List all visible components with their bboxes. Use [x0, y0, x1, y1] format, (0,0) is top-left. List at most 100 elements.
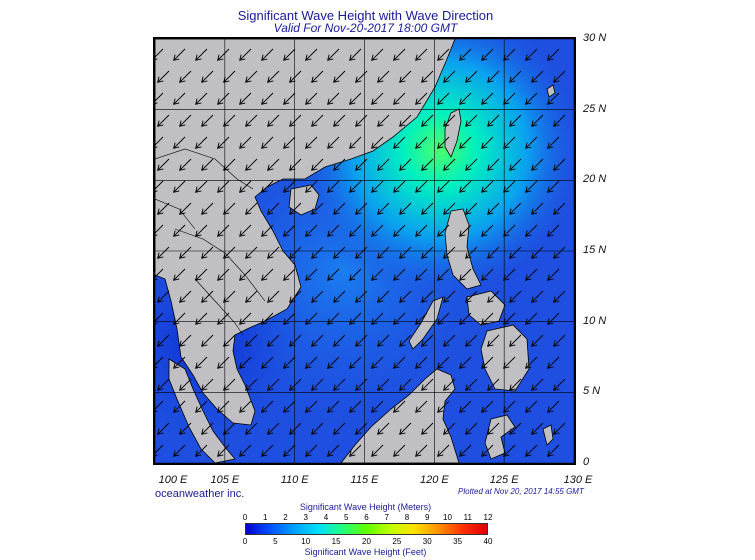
wave-arrow — [531, 158, 544, 171]
wave-arrow — [157, 202, 170, 215]
wave-arrow — [349, 400, 362, 413]
wave-arrow — [349, 136, 362, 149]
wave-arrow — [503, 400, 516, 413]
wave-arrow — [393, 444, 406, 457]
longitude-label: 110 E — [280, 474, 309, 486]
wave-arrow — [327, 268, 340, 281]
wave-arrow — [195, 224, 208, 237]
wave-arrow — [393, 268, 406, 281]
wave-arrow — [261, 136, 274, 149]
wave-arrow — [157, 70, 170, 83]
wave-arrow — [525, 48, 538, 61]
wave-arrow — [377, 422, 390, 435]
wave-arrow — [261, 400, 274, 413]
wave-arrow — [173, 92, 186, 105]
wave-arrow — [553, 378, 566, 391]
wave-arrow — [421, 246, 434, 259]
wave-arrow — [349, 180, 362, 193]
feet-tick: 25 — [392, 537, 402, 546]
wave-arrow — [371, 268, 384, 281]
wave-arrow — [349, 312, 362, 325]
wave-arrow — [503, 356, 516, 369]
wave-arrow — [443, 290, 456, 303]
meter-tick: 9 — [425, 513, 430, 522]
wave-arrow — [195, 312, 208, 325]
wave-arrow — [371, 92, 384, 105]
wave-arrow — [465, 158, 478, 171]
meter-tick: 11 — [463, 513, 472, 522]
wave-arrow — [217, 48, 230, 61]
wave-arrow — [531, 422, 544, 435]
wave-arrow — [459, 224, 472, 237]
wave-arrow — [289, 202, 302, 215]
map-canvas — [155, 39, 574, 463]
wave-height-colorbar — [245, 523, 488, 535]
wave-arrow — [311, 114, 324, 127]
wave-arrow — [531, 378, 544, 391]
wave-arrow — [399, 422, 412, 435]
wave-arrow — [377, 290, 390, 303]
wave-arrow — [245, 114, 258, 127]
wave-arrow — [503, 444, 516, 457]
latitude-label: 20 N — [583, 173, 607, 186]
longitude-label: 100 E — [158, 474, 188, 486]
feet-tick: 30 — [422, 537, 432, 546]
wave-arrow — [531, 202, 544, 215]
wave-arrow — [531, 70, 544, 83]
wave-arrow — [311, 246, 324, 259]
wave-arrow — [245, 290, 258, 303]
wave-arrow — [399, 158, 412, 171]
wave-arrow — [223, 70, 236, 83]
wave-arrow — [305, 312, 318, 325]
wave-arrow — [509, 422, 522, 435]
wave-arrow — [553, 114, 566, 127]
wave-arrow — [245, 70, 258, 83]
wave-arrow — [239, 92, 252, 105]
wave-arrow — [201, 422, 214, 435]
wave-arrow — [547, 400, 560, 413]
wave-arrow — [371, 400, 384, 413]
wave-arrow — [509, 246, 522, 259]
wave-arrow — [399, 70, 412, 83]
wave-arrow — [267, 114, 280, 127]
wave-arrow — [173, 180, 186, 193]
wave-arrow — [531, 246, 544, 259]
wave-arrow — [195, 180, 208, 193]
wave-arrow — [327, 224, 340, 237]
wave-arrow — [327, 48, 340, 61]
wave-arrow — [157, 114, 170, 127]
wave-arrow — [393, 400, 406, 413]
wave-arrow — [443, 334, 456, 347]
latitude-label: 0 — [583, 456, 590, 468]
wave-arrow — [399, 246, 412, 259]
wave-arrow — [459, 312, 472, 325]
wave-arrow — [443, 114, 456, 127]
land-ryukyu-islands — [546, 84, 556, 98]
wave-arrow — [443, 70, 456, 83]
wave-arrow — [481, 400, 494, 413]
longitude-label: 130 E — [563, 474, 593, 486]
wave-arrow — [481, 444, 494, 457]
wave-arrow — [245, 334, 258, 347]
wave-arrow — [239, 444, 252, 457]
wave-arrow — [261, 356, 274, 369]
wave-height-map[interactable] — [153, 37, 576, 465]
wave-arrow — [503, 136, 516, 149]
wave-arrow — [349, 356, 362, 369]
wave-arrow — [399, 334, 412, 347]
legend-title-feet: Significant Wave Height (Feet) — [304, 547, 427, 557]
wave-arrow — [377, 246, 390, 259]
wave-arrow — [355, 334, 368, 347]
wave-arrow — [465, 70, 478, 83]
wave-arrow — [267, 70, 280, 83]
wave-arrow — [283, 180, 296, 193]
wave-arrow — [283, 48, 296, 61]
wave-arrow — [377, 202, 390, 215]
wave-arrow — [465, 290, 478, 303]
wave-arrow — [371, 444, 384, 457]
land-luzon — [444, 208, 482, 290]
wave-arrow — [525, 268, 538, 281]
wave-arrow — [305, 136, 318, 149]
wave-arrow — [487, 422, 500, 435]
wave-arrow — [399, 378, 412, 391]
